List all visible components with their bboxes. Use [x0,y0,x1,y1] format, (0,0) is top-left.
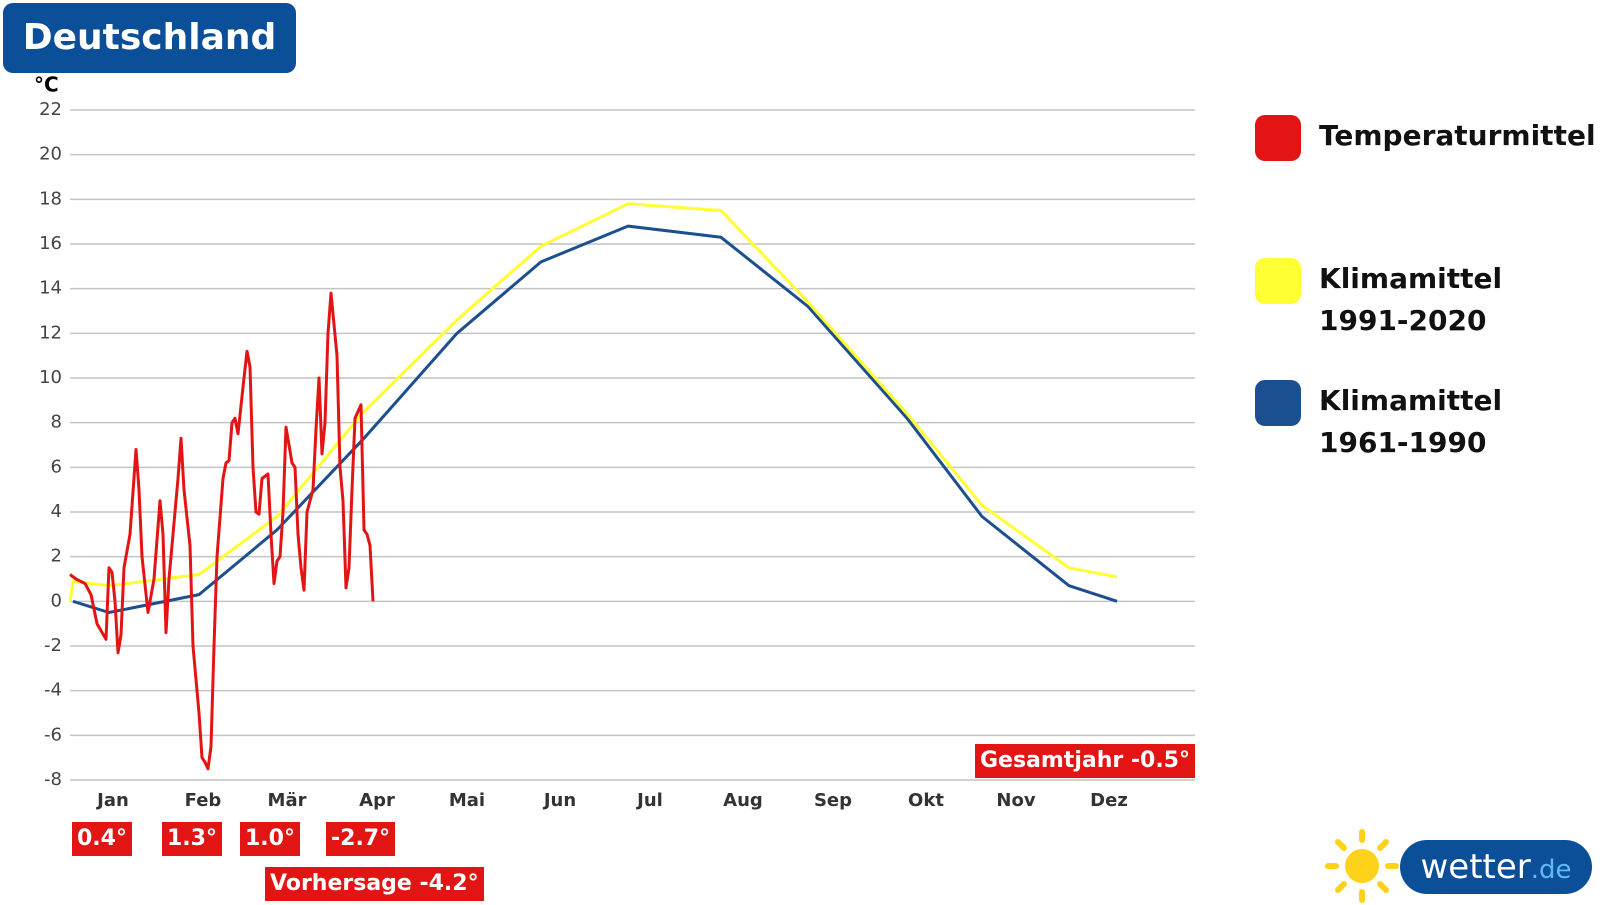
month-value-label: -2.7° [326,822,396,856]
x-tick-label: Dez [1090,790,1128,811]
y-tick-label: 14 [39,278,62,299]
legend-swatch [1255,258,1301,304]
y-tick-label: 4 [51,501,62,522]
x-tick-label: Nov [996,790,1035,811]
y-tick-label: -2 [44,635,62,656]
x-tick-label: Mär [268,790,307,811]
y-tick-label: 20 [39,144,62,165]
y-tick-label: -6 [44,724,62,745]
y-tick-label: 12 [39,322,62,343]
logo-tld: .de [1530,855,1572,885]
legend-item: Klimamittel 1991-2020 [1255,258,1589,342]
y-tick-label: 10 [39,367,62,388]
x-tick-label: Apr [359,790,395,811]
line [68,202,1118,602]
y-tick-label: 16 [39,233,62,254]
y-unit: °C [34,73,59,97]
forecast-label: Vorhersage -4.2° [265,867,484,901]
x-tick-label: Jun [542,790,576,811]
line [72,224,1118,614]
month-value-label: 1.3° [162,822,222,856]
y-tick-label: 0 [51,590,62,611]
y-tick-label: -8 [44,769,62,790]
x-tick-label: Sep [814,790,852,811]
legend-label: Klimamittel 1991-2020 [1319,262,1503,337]
x-tick-label: Jul [635,790,663,811]
annual-label: Gesamtjahr -0.5° [974,744,1195,778]
legend-label: Klimamittel 1961-1990 [1319,384,1503,459]
logo: wetter.de [1400,840,1592,894]
title-tab: Deutschland [3,3,296,73]
x-tick-label: Mai [449,790,485,811]
y-tick-label: 18 [39,188,62,209]
legend-label: Temperaturmittel [1319,119,1596,152]
legend-swatch [1255,115,1301,161]
x-tick-label: Aug [723,790,763,811]
line [69,291,375,771]
x-tick-label: Jan [95,790,129,811]
logo-name: wetter [1420,847,1531,887]
y-tick-label: 8 [51,412,62,433]
legend-item: Temperaturmittel [1255,115,1596,161]
y-tick-label: 2 [51,546,62,567]
y-tick-label: 6 [51,456,62,477]
y-tick-label: 22 [39,99,62,120]
x-tick-label: Feb [185,790,222,811]
month-value-label: 0.4° [72,822,132,856]
x-tick-label: Okt [908,790,944,811]
y-tick-label: -4 [44,680,62,701]
month-value-label: 1.0° [240,822,300,856]
legend-swatch [1255,380,1301,426]
legend-item: Klimamittel 1961-1990 [1255,380,1589,464]
